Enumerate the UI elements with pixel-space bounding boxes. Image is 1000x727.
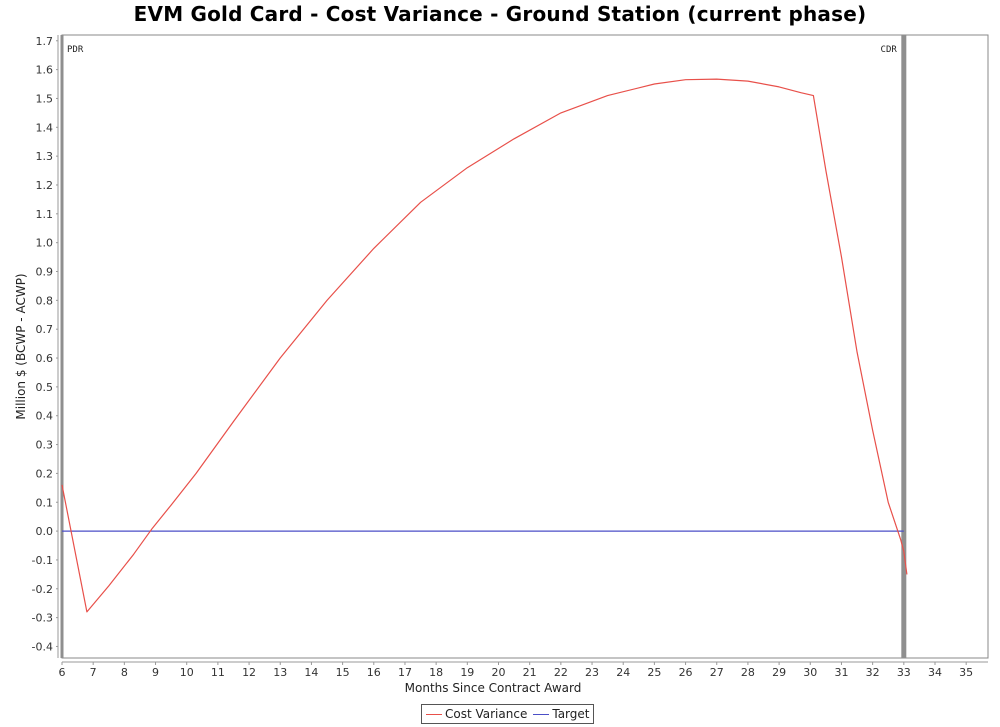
x-tick-label: 14 — [304, 666, 318, 679]
x-tick-label: 28 — [741, 666, 755, 679]
legend-item-cost-variance: Cost Variance — [426, 707, 527, 721]
y-tick-label: 0.0 — [36, 525, 54, 538]
x-tick-label: 11 — [211, 666, 225, 679]
x-tick-label: 10 — [180, 666, 194, 679]
y-tick-label: 0.8 — [36, 294, 54, 307]
x-tick-label: 23 — [585, 666, 599, 679]
x-tick-label: 31 — [834, 666, 848, 679]
x-tick-label: 20 — [491, 666, 505, 679]
x-tick-label: 12 — [242, 666, 256, 679]
y-tick-label: 1.5 — [36, 92, 54, 105]
x-tick-label: 27 — [710, 666, 724, 679]
marker-label-pdr: PDR — [67, 45, 84, 55]
y-tick-label: 1.6 — [36, 64, 54, 77]
legend-swatch-target — [533, 713, 550, 715]
chart-legend: Cost Variance Target — [421, 704, 595, 724]
x-tick-label: 22 — [554, 666, 568, 679]
x-tick-label: 13 — [273, 666, 287, 679]
x-tick-label: 29 — [772, 666, 786, 679]
x-tick-label: 26 — [679, 666, 693, 679]
y-tick-label: 0.4 — [36, 410, 54, 423]
y-tick-label: -0.4 — [32, 640, 53, 653]
y-tick-label: 0.5 — [36, 381, 54, 394]
x-tick-label: 35 — [959, 666, 973, 679]
y-tick-label: -0.2 — [32, 583, 53, 596]
marker-label-cdr: CDR — [881, 45, 898, 55]
x-tick-label: 16 — [367, 666, 381, 679]
y-tick-label: 0.3 — [36, 439, 54, 452]
y-tick-label: 0.2 — [36, 467, 54, 480]
y-tick-label: 1.0 — [36, 237, 54, 250]
x-tick-label: 25 — [647, 666, 661, 679]
x-tick-label: 33 — [897, 666, 911, 679]
y-tick-label: 0.1 — [36, 496, 54, 509]
x-tick-label: 32 — [866, 666, 880, 679]
x-tick-label: 7 — [90, 666, 97, 679]
x-tick-label: 24 — [616, 666, 630, 679]
x-tick-label: 21 — [523, 666, 537, 679]
x-axis-label: Months Since Contract Award — [405, 681, 582, 695]
x-tick-label: 15 — [336, 666, 350, 679]
y-axis-label: Million $ (BCWP - ACWP) — [14, 273, 28, 419]
series-line-cost-variance — [61, 78, 908, 613]
y-tick-label: 0.9 — [36, 266, 54, 279]
x-tick-label: 17 — [398, 666, 412, 679]
x-tick-label: 6 — [59, 666, 66, 679]
legend-item-target: Target — [533, 707, 589, 721]
marker-bar-cdr — [901, 35, 907, 658]
y-tick-label: 1.3 — [36, 150, 54, 163]
legend-swatch-cost-variance — [426, 713, 442, 715]
x-tick-label: 18 — [429, 666, 443, 679]
y-tick-label: 0.7 — [36, 323, 54, 336]
x-tick-label: 30 — [803, 666, 817, 679]
y-tick-label: 1.1 — [36, 208, 54, 221]
y-tick-label: 1.4 — [36, 121, 54, 134]
y-tick-label: 1.7 — [36, 35, 54, 48]
x-tick-label: 9 — [152, 666, 159, 679]
y-tick-label: 0.6 — [36, 352, 54, 365]
y-tick-label: 1.2 — [36, 179, 54, 192]
marker-bar-pdr — [60, 35, 64, 658]
x-tick-label: 19 — [460, 666, 474, 679]
x-tick-label: 8 — [121, 666, 128, 679]
x-tick-label: 34 — [928, 666, 942, 679]
y-tick-label: -0.1 — [32, 554, 53, 567]
chart-title: EVM Gold Card - Cost Variance - Ground S… — [133, 2, 867, 26]
legend-label-cost-variance: Cost Variance — [445, 707, 528, 721]
plot-area — [61, 34, 989, 659]
legend-label-target: Target — [552, 707, 590, 721]
y-tick-label: -0.3 — [32, 612, 53, 625]
